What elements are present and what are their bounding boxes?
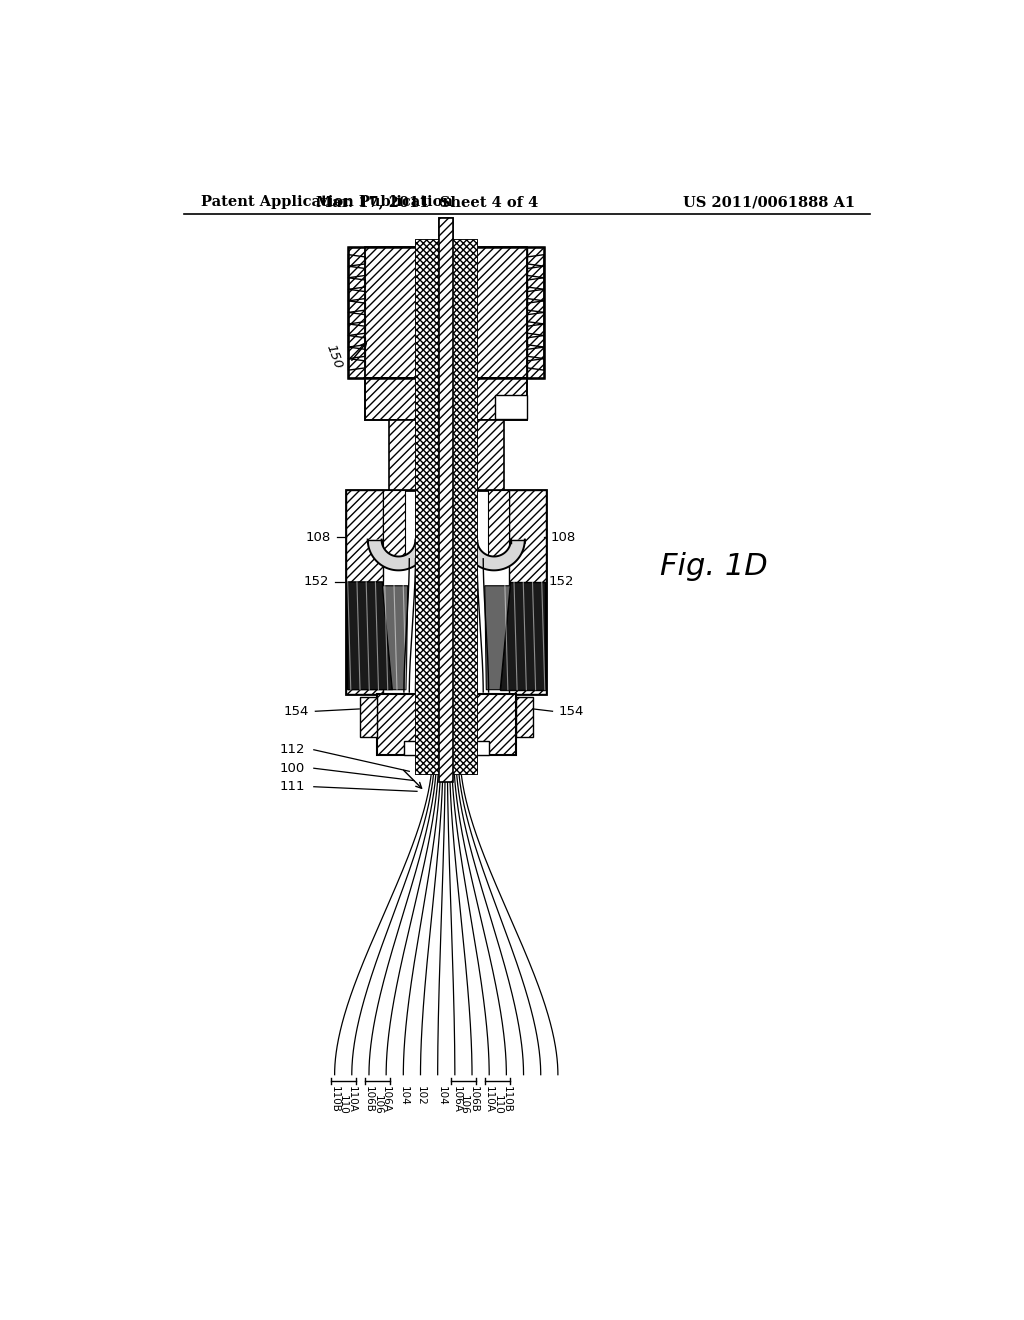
- Text: 152: 152: [549, 576, 574, 589]
- Text: 110: 110: [493, 1094, 503, 1114]
- Bar: [439, 218, 454, 775]
- Bar: [509, 490, 547, 693]
- Bar: [383, 490, 404, 562]
- Text: 110B: 110B: [330, 1086, 340, 1113]
- Polygon shape: [348, 582, 392, 689]
- Text: 110A: 110A: [484, 1086, 495, 1113]
- Text: 106A: 106A: [381, 1086, 391, 1113]
- Text: 102: 102: [416, 1086, 426, 1106]
- Bar: [527, 247, 544, 378]
- Text: Patent Application Publication: Patent Application Publication: [202, 195, 454, 210]
- Bar: [360, 697, 377, 738]
- Text: 104: 104: [436, 1086, 446, 1106]
- Text: 110B: 110B: [502, 1086, 511, 1113]
- Text: 104: 104: [398, 1086, 409, 1106]
- Bar: [495, 395, 527, 420]
- Text: 108: 108: [550, 531, 575, 544]
- Text: 150: 150: [323, 343, 344, 371]
- Bar: [473, 420, 504, 490]
- Bar: [416, 239, 477, 775]
- Text: 100: 100: [280, 762, 304, 775]
- Bar: [462, 247, 527, 378]
- Text: 106: 106: [373, 1094, 383, 1114]
- Bar: [439, 218, 454, 781]
- Text: 111: 111: [280, 780, 304, 793]
- Bar: [348, 247, 544, 378]
- Text: 152: 152: [304, 576, 330, 589]
- Text: Mar. 17, 2011  Sheet 4 of 4: Mar. 17, 2011 Sheet 4 of 4: [315, 195, 539, 210]
- Text: US 2011/0061888 A1: US 2011/0061888 A1: [683, 195, 855, 210]
- Bar: [366, 247, 431, 378]
- Text: 154: 154: [284, 705, 309, 718]
- Text: 106A: 106A: [452, 1086, 462, 1113]
- Polygon shape: [368, 540, 429, 570]
- Text: 106B: 106B: [469, 1086, 478, 1113]
- Bar: [388, 420, 419, 490]
- Bar: [416, 239, 477, 775]
- Text: Fig. 1D: Fig. 1D: [660, 552, 768, 581]
- Bar: [403, 742, 419, 755]
- Text: 106: 106: [459, 1094, 468, 1114]
- Text: 112: 112: [280, 743, 304, 756]
- Bar: [377, 693, 515, 755]
- Bar: [346, 490, 383, 693]
- Text: 110A: 110A: [347, 1086, 356, 1113]
- Bar: [515, 697, 532, 738]
- Polygon shape: [463, 540, 524, 570]
- Text: 154: 154: [559, 705, 584, 718]
- Bar: [366, 378, 527, 420]
- Polygon shape: [500, 582, 545, 689]
- Text: 110: 110: [338, 1094, 348, 1114]
- Text: 106B: 106B: [364, 1086, 374, 1113]
- Polygon shape: [484, 586, 510, 689]
- Bar: [487, 490, 509, 562]
- Polygon shape: [382, 586, 408, 689]
- Bar: [473, 742, 488, 755]
- Text: 108: 108: [305, 531, 331, 544]
- Bar: [346, 490, 547, 693]
- Bar: [348, 247, 366, 378]
